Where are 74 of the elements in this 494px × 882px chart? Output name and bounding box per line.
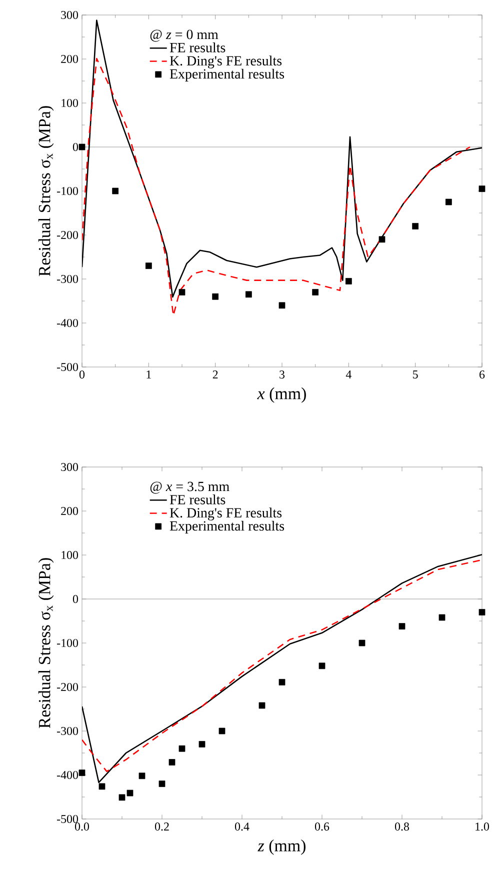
x-tick-label: 0.6 [314, 822, 330, 831]
point [198, 741, 206, 748]
point [112, 188, 119, 194]
x-tick-label: 0.0 [74, 822, 90, 831]
legend-label: Experimental results [170, 520, 284, 534]
y-axis-title: Residual Stress σ$_{x}$ (MPa) [38, 558, 54, 728]
x-axis-title: z (mm) [258, 839, 306, 855]
x-tick-label: 1 [146, 370, 151, 378]
y-tick-label: -400 [57, 770, 78, 780]
point [318, 662, 326, 670]
y-tick-label: -200 [57, 230, 78, 240]
legend-title: @ z = 0 mm [150, 30, 218, 42]
x-tick-label: 0.2 [154, 822, 169, 831]
y-tick-label: -500 [57, 362, 78, 372]
x-tick-label: 0.4 [234, 822, 250, 831]
y-tick-label: 300 [61, 10, 78, 20]
point [245, 291, 252, 298]
x-tick-label: 4 [346, 370, 352, 378]
point [212, 293, 219, 300]
y-tick-label: -400 [57, 318, 78, 328]
point [78, 770, 86, 776]
x-tick-label: 3 [280, 370, 285, 379]
y-tick-label: 300 [61, 462, 78, 472]
point [445, 198, 452, 206]
x-tick-label: 6 [480, 370, 485, 379]
legend-label: K. Ding's FE results [170, 508, 282, 520]
point [138, 772, 146, 780]
legend-label: K. Ding's FE results [170, 56, 282, 68]
point [345, 278, 352, 284]
legend-label: Experimental results [170, 68, 284, 82]
x-tick-label: 5 [413, 370, 418, 378]
y-tick-label: -100 [57, 638, 78, 648]
y-tick-label: -200 [57, 682, 78, 692]
point [478, 609, 486, 616]
y-tick-label: -500 [57, 814, 78, 824]
point [145, 262, 152, 269]
point [398, 623, 406, 630]
point [118, 794, 126, 801]
point [478, 186, 486, 192]
y-tick-label: 0 [72, 142, 78, 152]
point [178, 289, 186, 296]
legend-label: FE results [170, 494, 226, 504]
y-tick-label: 100 [62, 550, 78, 560]
point [438, 614, 446, 621]
point [218, 728, 226, 734]
point [278, 678, 286, 686]
point [258, 702, 266, 709]
x-tick-label: 0.8 [394, 822, 410, 831]
x-tick-label: 2 [212, 370, 218, 378]
point [378, 236, 386, 243]
y-tick-label: 100 [62, 98, 78, 108]
point [312, 289, 319, 296]
point [178, 745, 186, 752]
y-tick-label: 200 [61, 54, 78, 64]
y-axis-title: Residual Stress σ$_{x}$ (MPa) [38, 106, 54, 276]
point [98, 783, 106, 790]
line-series [82, 20, 482, 298]
legend-label: FE results [170, 42, 226, 52]
x-tick-label: 0 [79, 370, 85, 379]
y-tick-label: -300 [57, 274, 78, 284]
legend-title: @ x = 3.5 mm [150, 482, 230, 494]
point [278, 302, 286, 309]
y-tick-label: -300 [57, 726, 78, 736]
point [412, 223, 419, 230]
point [158, 780, 166, 787]
y-tick-label: -100 [57, 186, 78, 196]
y-tick-label: 200 [61, 506, 78, 516]
x-axis-title: x (mm) [257, 387, 306, 403]
point [358, 640, 366, 646]
point [126, 790, 134, 796]
point [78, 144, 86, 150]
y-tick-label: 0 [72, 594, 78, 604]
x-tick-label: 1.0 [476, 822, 490, 831]
point [168, 759, 176, 766]
